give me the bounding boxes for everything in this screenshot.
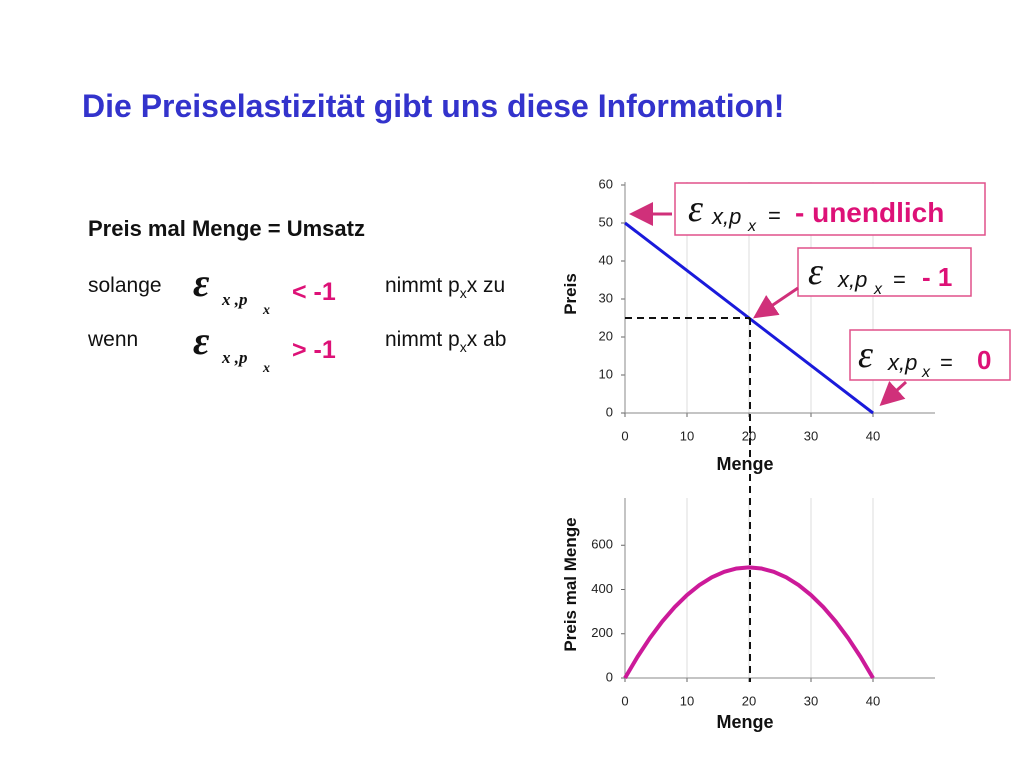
verb-rest: x zu (467, 274, 506, 297)
subsub: x (873, 281, 883, 298)
value: - 1 (922, 262, 952, 292)
row: wenn ε x ,p x > -1 nimmt pxx ab (87, 318, 506, 376)
row-prefix: solange (88, 274, 162, 297)
x-tick-label: 40 (866, 428, 880, 443)
x-tick-label: 0 (621, 693, 628, 708)
subsub: x (747, 218, 757, 235)
annotation: ε x,p x = 0 (849, 329, 1011, 407)
sub: x ,p (221, 290, 248, 309)
annotation-box (674, 182, 986, 236)
y-tick-label: 200 (591, 625, 613, 640)
heading: Preis mal Menge = Umsatz (88, 216, 365, 241)
arrow (753, 286, 799, 319)
x-tick-label: 10 (680, 428, 694, 443)
symbol: ε (808, 251, 823, 293)
value: 0 (977, 345, 991, 375)
verb-text: nimmt p (385, 328, 460, 351)
subsub: x (921, 364, 931, 381)
y-tick-label: 30 (599, 290, 613, 305)
y-axis-label: Preis (561, 273, 580, 315)
row: solange ε x ,p x < -1 nimmt pxx zu (88, 260, 505, 318)
verb-rest: x ab (467, 328, 507, 351)
annotation-box (849, 329, 1011, 381)
annotation: ε x,p x = - unendlich (629, 182, 986, 236)
y-axis-label: Preis mal Menge (561, 517, 580, 651)
verb: nimmt pxx ab (385, 328, 506, 355)
y-tick-label: 0 (606, 669, 613, 684)
verb-text: nimmt p (385, 274, 460, 297)
x-tick-label: 40 (866, 693, 880, 708)
y-tick-label: 10 (599, 366, 613, 381)
title: Die Preiselastizität gibt uns diese Info… (82, 88, 784, 124)
subsub: x (262, 303, 270, 318)
symbol: ε (193, 260, 210, 305)
symbol: ε (688, 188, 703, 230)
relation: > -1 (292, 336, 336, 364)
value: - unendlich (795, 197, 944, 228)
y-tick-label: 400 (591, 581, 613, 596)
verb-sub: x (460, 339, 467, 355)
y-tick-label: 0 (606, 404, 613, 419)
symbol: ε (193, 318, 210, 363)
x-axis-label: Menge (716, 454, 773, 474)
verb-sub: x (460, 285, 467, 301)
annotation: ε x,p x = - 1 (753, 247, 972, 319)
x-tick-label: 20 (742, 693, 756, 708)
arrow (879, 380, 908, 407)
x-tick-label: 10 (680, 693, 694, 708)
verb: nimmt pxx zu (385, 274, 505, 301)
y-tick-label: 40 (599, 252, 613, 267)
sub: x,p (711, 204, 741, 229)
sub: x,p (837, 267, 867, 292)
subsub: x (262, 361, 270, 376)
x-tick-label: 0 (621, 428, 628, 443)
y-tick-label: 20 (599, 328, 613, 343)
line-series (623, 565, 875, 680)
eq: = (893, 267, 906, 292)
x-axis-label: Menge (716, 712, 773, 732)
x-tick-label: 30 (804, 693, 818, 708)
relation: < -1 (292, 278, 336, 306)
sub: x,p (887, 350, 917, 375)
sub: x ,p (221, 348, 248, 367)
eq: = (768, 203, 781, 228)
eq: = (940, 350, 953, 375)
y-tick-label: 50 (599, 214, 613, 229)
y-tick-label: 600 (591, 537, 613, 552)
symbol: ε (858, 334, 873, 376)
x-tick-label: 30 (804, 428, 818, 443)
x-tick-label: 20 (742, 428, 756, 443)
y-tick-label: 60 (599, 176, 613, 191)
row-prefix: wenn (87, 328, 138, 351)
annotation-box (797, 247, 972, 297)
